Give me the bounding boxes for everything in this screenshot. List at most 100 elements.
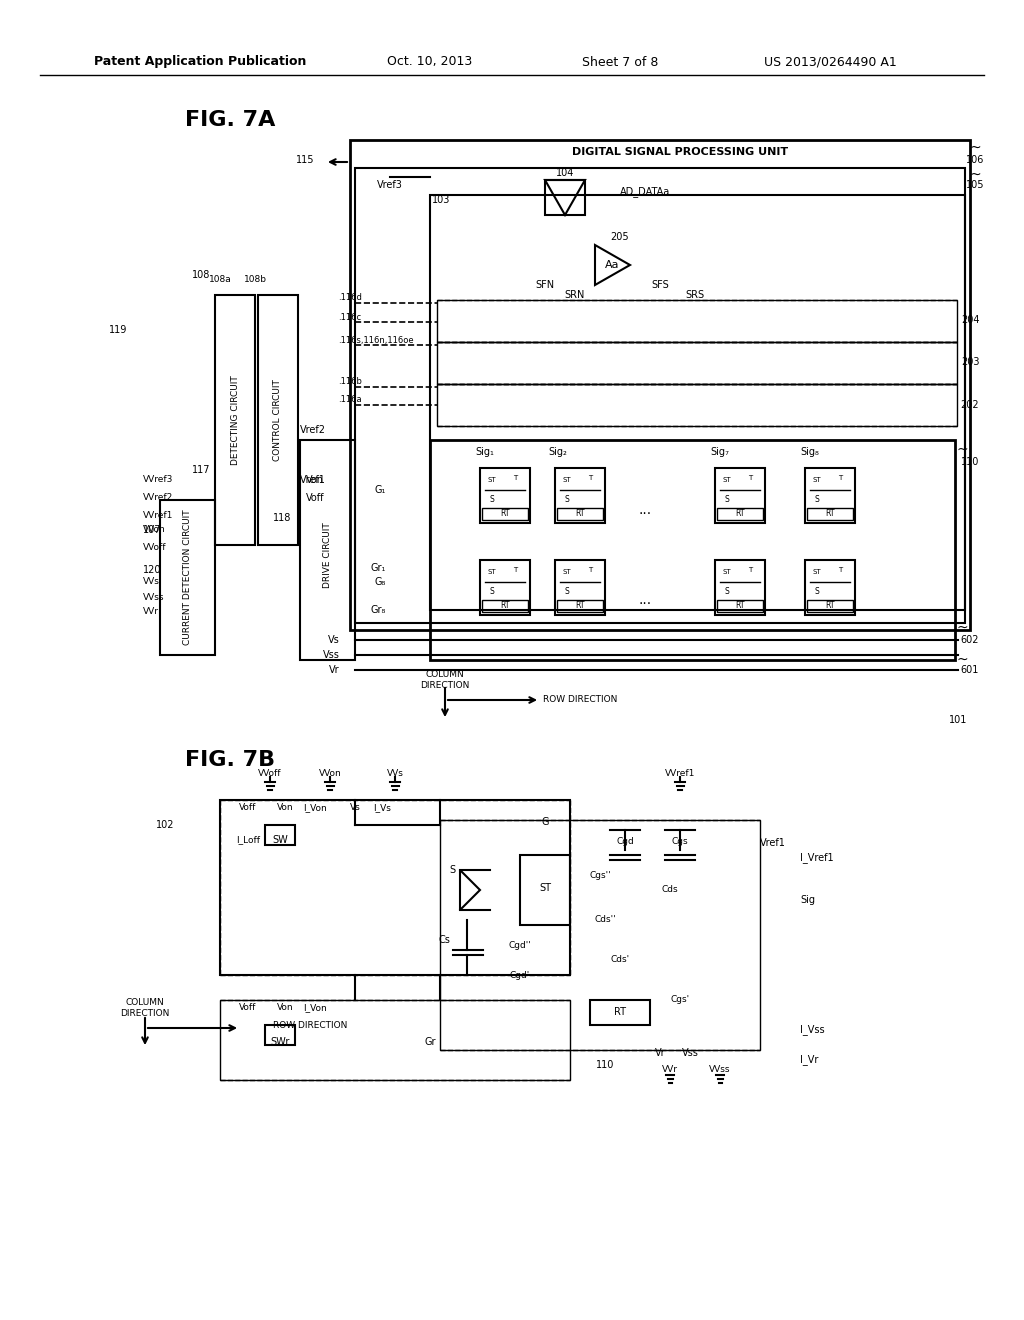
Text: T: T (748, 475, 752, 480)
Text: VVoff: VVoff (143, 543, 167, 552)
Text: RT: RT (575, 602, 585, 610)
Bar (805, 469, 855, 523)
Bar (437, 384, 957, 426)
Bar (557, 508, 603, 520)
Bar (350, 140, 970, 630)
Text: 110: 110 (596, 1060, 614, 1071)
Text: Vref1: Vref1 (760, 838, 785, 847)
Text: RT: RT (614, 1007, 626, 1016)
Text: Aa: Aa (605, 260, 620, 271)
Text: ST: ST (562, 569, 571, 576)
Text: ~: ~ (969, 168, 981, 182)
Text: RT: RT (735, 510, 744, 519)
Text: RT: RT (825, 602, 835, 610)
Text: Gr₁: Gr₁ (371, 564, 386, 573)
Text: 104: 104 (556, 168, 574, 178)
Text: 204: 204 (961, 315, 979, 325)
Bar (545, 180, 585, 215)
Text: Gr: Gr (424, 1038, 436, 1047)
Bar (807, 601, 853, 612)
Text: S: S (449, 865, 455, 875)
Text: VVss: VVss (143, 593, 165, 602)
Text: ...: ... (638, 503, 651, 517)
Text: I_Vs: I_Vs (373, 804, 391, 813)
Text: ST: ST (562, 477, 571, 483)
Text: T: T (513, 568, 517, 573)
Text: ...: ... (638, 593, 651, 607)
Text: 103: 103 (432, 195, 451, 205)
Text: Vs: Vs (349, 804, 360, 813)
Text: US 2013/0264490 A1: US 2013/0264490 A1 (764, 55, 896, 69)
Text: 108: 108 (193, 271, 210, 280)
Bar (557, 601, 603, 612)
Text: 108a: 108a (209, 276, 231, 285)
Text: VVr: VVr (143, 607, 159, 616)
Bar (482, 601, 528, 612)
Text: SWr: SWr (270, 1038, 290, 1047)
Text: SW: SW (272, 836, 288, 845)
Bar (555, 469, 605, 523)
Bar (805, 560, 855, 615)
Text: VVss: VVss (710, 1065, 731, 1074)
Text: Von: Von (276, 1003, 293, 1012)
Text: ST: ST (813, 477, 821, 483)
Text: Cgs'': Cgs'' (589, 870, 610, 879)
Bar (440, 820, 760, 1049)
Text: T: T (838, 568, 842, 573)
Text: 108b: 108b (244, 276, 266, 285)
Bar (482, 508, 528, 520)
Text: Cgd'': Cgd'' (509, 940, 531, 949)
Text: SFS: SFS (651, 280, 669, 290)
Text: 205: 205 (610, 232, 630, 242)
Bar (258, 294, 298, 545)
Bar (590, 1001, 650, 1026)
Text: ROW DIRECTION: ROW DIRECTION (272, 1020, 347, 1030)
Text: VVoff: VVoff (258, 768, 282, 777)
Text: 120: 120 (143, 565, 162, 576)
Text: RT: RT (501, 510, 510, 519)
Text: Vref3: Vref3 (377, 180, 402, 190)
Text: FIG. 7B: FIG. 7B (185, 750, 275, 770)
Text: 105: 105 (966, 180, 984, 190)
Bar (715, 560, 765, 615)
Bar (215, 294, 255, 545)
Text: VVs: VVs (143, 578, 160, 586)
Text: Vss: Vss (324, 649, 340, 660)
Text: Voff: Voff (240, 804, 257, 813)
Text: Sig₁: Sig₁ (475, 447, 495, 457)
Text: 119: 119 (109, 325, 127, 335)
Text: VVref1: VVref1 (143, 511, 173, 520)
Text: Von: Von (306, 475, 324, 484)
Text: 106: 106 (966, 154, 984, 165)
Text: G₈: G₈ (375, 577, 386, 587)
Text: ST: ST (723, 569, 731, 576)
Text: DRIVE CIRCUIT: DRIVE CIRCUIT (324, 523, 333, 587)
Text: Oct. 10, 2013: Oct. 10, 2013 (387, 55, 473, 69)
Text: Vr: Vr (654, 1048, 666, 1059)
Text: CONTROL CIRCUIT: CONTROL CIRCUIT (273, 379, 283, 461)
Text: I_Vss: I_Vss (800, 1024, 824, 1035)
Text: VVon: VVon (318, 768, 341, 777)
Text: 102: 102 (156, 820, 174, 830)
Text: ~: ~ (969, 141, 981, 154)
Text: Gr₈: Gr₈ (371, 605, 386, 615)
Bar (520, 855, 570, 925)
Text: 107: 107 (143, 525, 162, 535)
Text: COLUMN
DIRECTION: COLUMN DIRECTION (120, 998, 170, 1018)
Text: 101: 101 (949, 715, 968, 725)
Text: DIGITAL SIGNAL PROCESSING UNIT: DIGITAL SIGNAL PROCESSING UNIT (572, 147, 788, 157)
Text: .116a: .116a (338, 396, 361, 404)
Text: S: S (489, 587, 495, 597)
Text: T: T (513, 475, 517, 480)
Text: CURRENT DETECTION CIRCUIT: CURRENT DETECTION CIRCUIT (183, 510, 193, 644)
Bar (220, 1001, 570, 1080)
Text: Cgs: Cgs (672, 837, 688, 846)
Text: Vss: Vss (682, 1048, 698, 1059)
Bar (437, 300, 957, 342)
Text: S: S (725, 587, 729, 597)
Text: ~: ~ (956, 620, 968, 635)
Text: RT: RT (735, 602, 744, 610)
Text: VVref3: VVref3 (143, 475, 173, 484)
Text: RT: RT (575, 510, 585, 519)
Text: .116c: .116c (338, 313, 361, 322)
